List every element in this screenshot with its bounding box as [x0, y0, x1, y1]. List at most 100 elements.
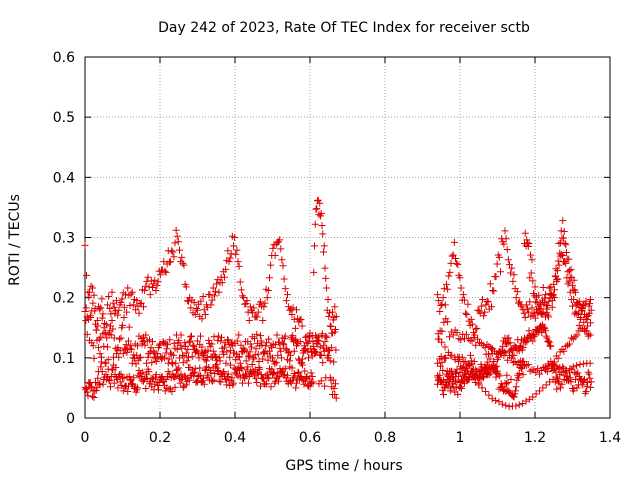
data-point	[123, 348, 131, 356]
data-point	[481, 308, 489, 316]
data-point	[316, 343, 324, 351]
data-point	[122, 291, 129, 299]
data-point	[448, 370, 456, 378]
y-tick-label: 0.1	[53, 351, 75, 367]
data-point	[461, 373, 468, 381]
data-point	[534, 365, 542, 373]
data-point	[525, 240, 533, 248]
data-point	[188, 332, 195, 340]
data-point	[495, 385, 503, 393]
data-point	[330, 358, 338, 366]
data-point	[483, 341, 491, 349]
data-point	[274, 351, 282, 359]
data-point	[460, 358, 468, 366]
data-point	[581, 389, 589, 397]
data-point	[261, 380, 269, 388]
data-point	[163, 345, 171, 353]
data-point	[128, 288, 136, 296]
data-point	[548, 303, 556, 311]
data-point	[582, 297, 590, 305]
data-point	[320, 342, 327, 350]
data-point	[473, 324, 481, 332]
data-point	[444, 318, 452, 326]
data-point	[135, 309, 143, 317]
data-point	[121, 383, 129, 391]
data-point	[192, 379, 200, 387]
data-point	[278, 354, 285, 362]
data-point	[549, 366, 557, 374]
data-point	[188, 353, 196, 361]
data-point	[465, 370, 473, 378]
data-point	[581, 300, 589, 308]
data-point	[200, 380, 208, 388]
data-point	[155, 341, 163, 349]
data-point	[515, 347, 523, 355]
data-point	[165, 355, 173, 363]
data-point	[586, 300, 594, 308]
data-point	[142, 385, 150, 393]
data-point	[305, 337, 313, 345]
data-point	[536, 324, 543, 332]
data-point	[263, 380, 270, 388]
data-point	[144, 273, 152, 281]
data-point	[98, 314, 106, 322]
data-point	[239, 344, 247, 352]
data-point	[309, 342, 317, 350]
data-point	[462, 330, 470, 338]
data-point	[586, 359, 594, 367]
data-point	[542, 291, 549, 299]
data-point	[119, 321, 126, 329]
data-point	[570, 276, 578, 284]
data-point	[523, 338, 531, 346]
data-point	[293, 306, 300, 314]
data-point	[222, 265, 230, 273]
data-point	[303, 373, 311, 381]
data-point	[198, 343, 206, 351]
data-point	[547, 342, 555, 350]
data-point	[436, 327, 444, 335]
data-point	[107, 310, 115, 318]
data-point	[220, 368, 228, 376]
data-point	[437, 301, 445, 309]
data-point	[143, 277, 151, 285]
data-point	[526, 367, 534, 375]
data-point	[442, 315, 450, 323]
data-point	[454, 261, 462, 269]
data-point	[89, 342, 97, 350]
data-point	[104, 343, 111, 351]
data-point	[462, 309, 470, 317]
data-point	[436, 371, 444, 379]
data-point	[227, 340, 235, 348]
data-point	[289, 304, 297, 312]
data-point	[543, 334, 551, 342]
data-point	[479, 374, 487, 382]
data-point	[442, 354, 450, 362]
data-point	[116, 371, 123, 379]
data-point	[579, 360, 587, 368]
data-point	[210, 376, 218, 384]
data-point	[210, 292, 218, 300]
data-point	[584, 368, 592, 376]
data-point	[242, 372, 250, 380]
data-point	[96, 305, 104, 313]
data-point	[560, 227, 568, 235]
data-point	[542, 381, 550, 389]
data-point	[302, 333, 309, 341]
data-point	[87, 314, 95, 322]
data-point	[212, 353, 219, 361]
x-tick-label: 1.2	[524, 430, 546, 446]
data-point	[480, 312, 488, 320]
data-point	[554, 377, 562, 385]
data-point	[511, 390, 519, 398]
data-point	[108, 365, 116, 373]
data-point	[532, 298, 540, 306]
data-point	[240, 347, 248, 355]
data-point	[260, 303, 268, 311]
data-point	[275, 238, 282, 246]
data-point	[200, 348, 208, 356]
data-point	[149, 283, 156, 291]
data-point	[226, 382, 234, 390]
data-point	[509, 277, 517, 285]
data-point	[497, 268, 504, 276]
data-point	[81, 308, 89, 316]
